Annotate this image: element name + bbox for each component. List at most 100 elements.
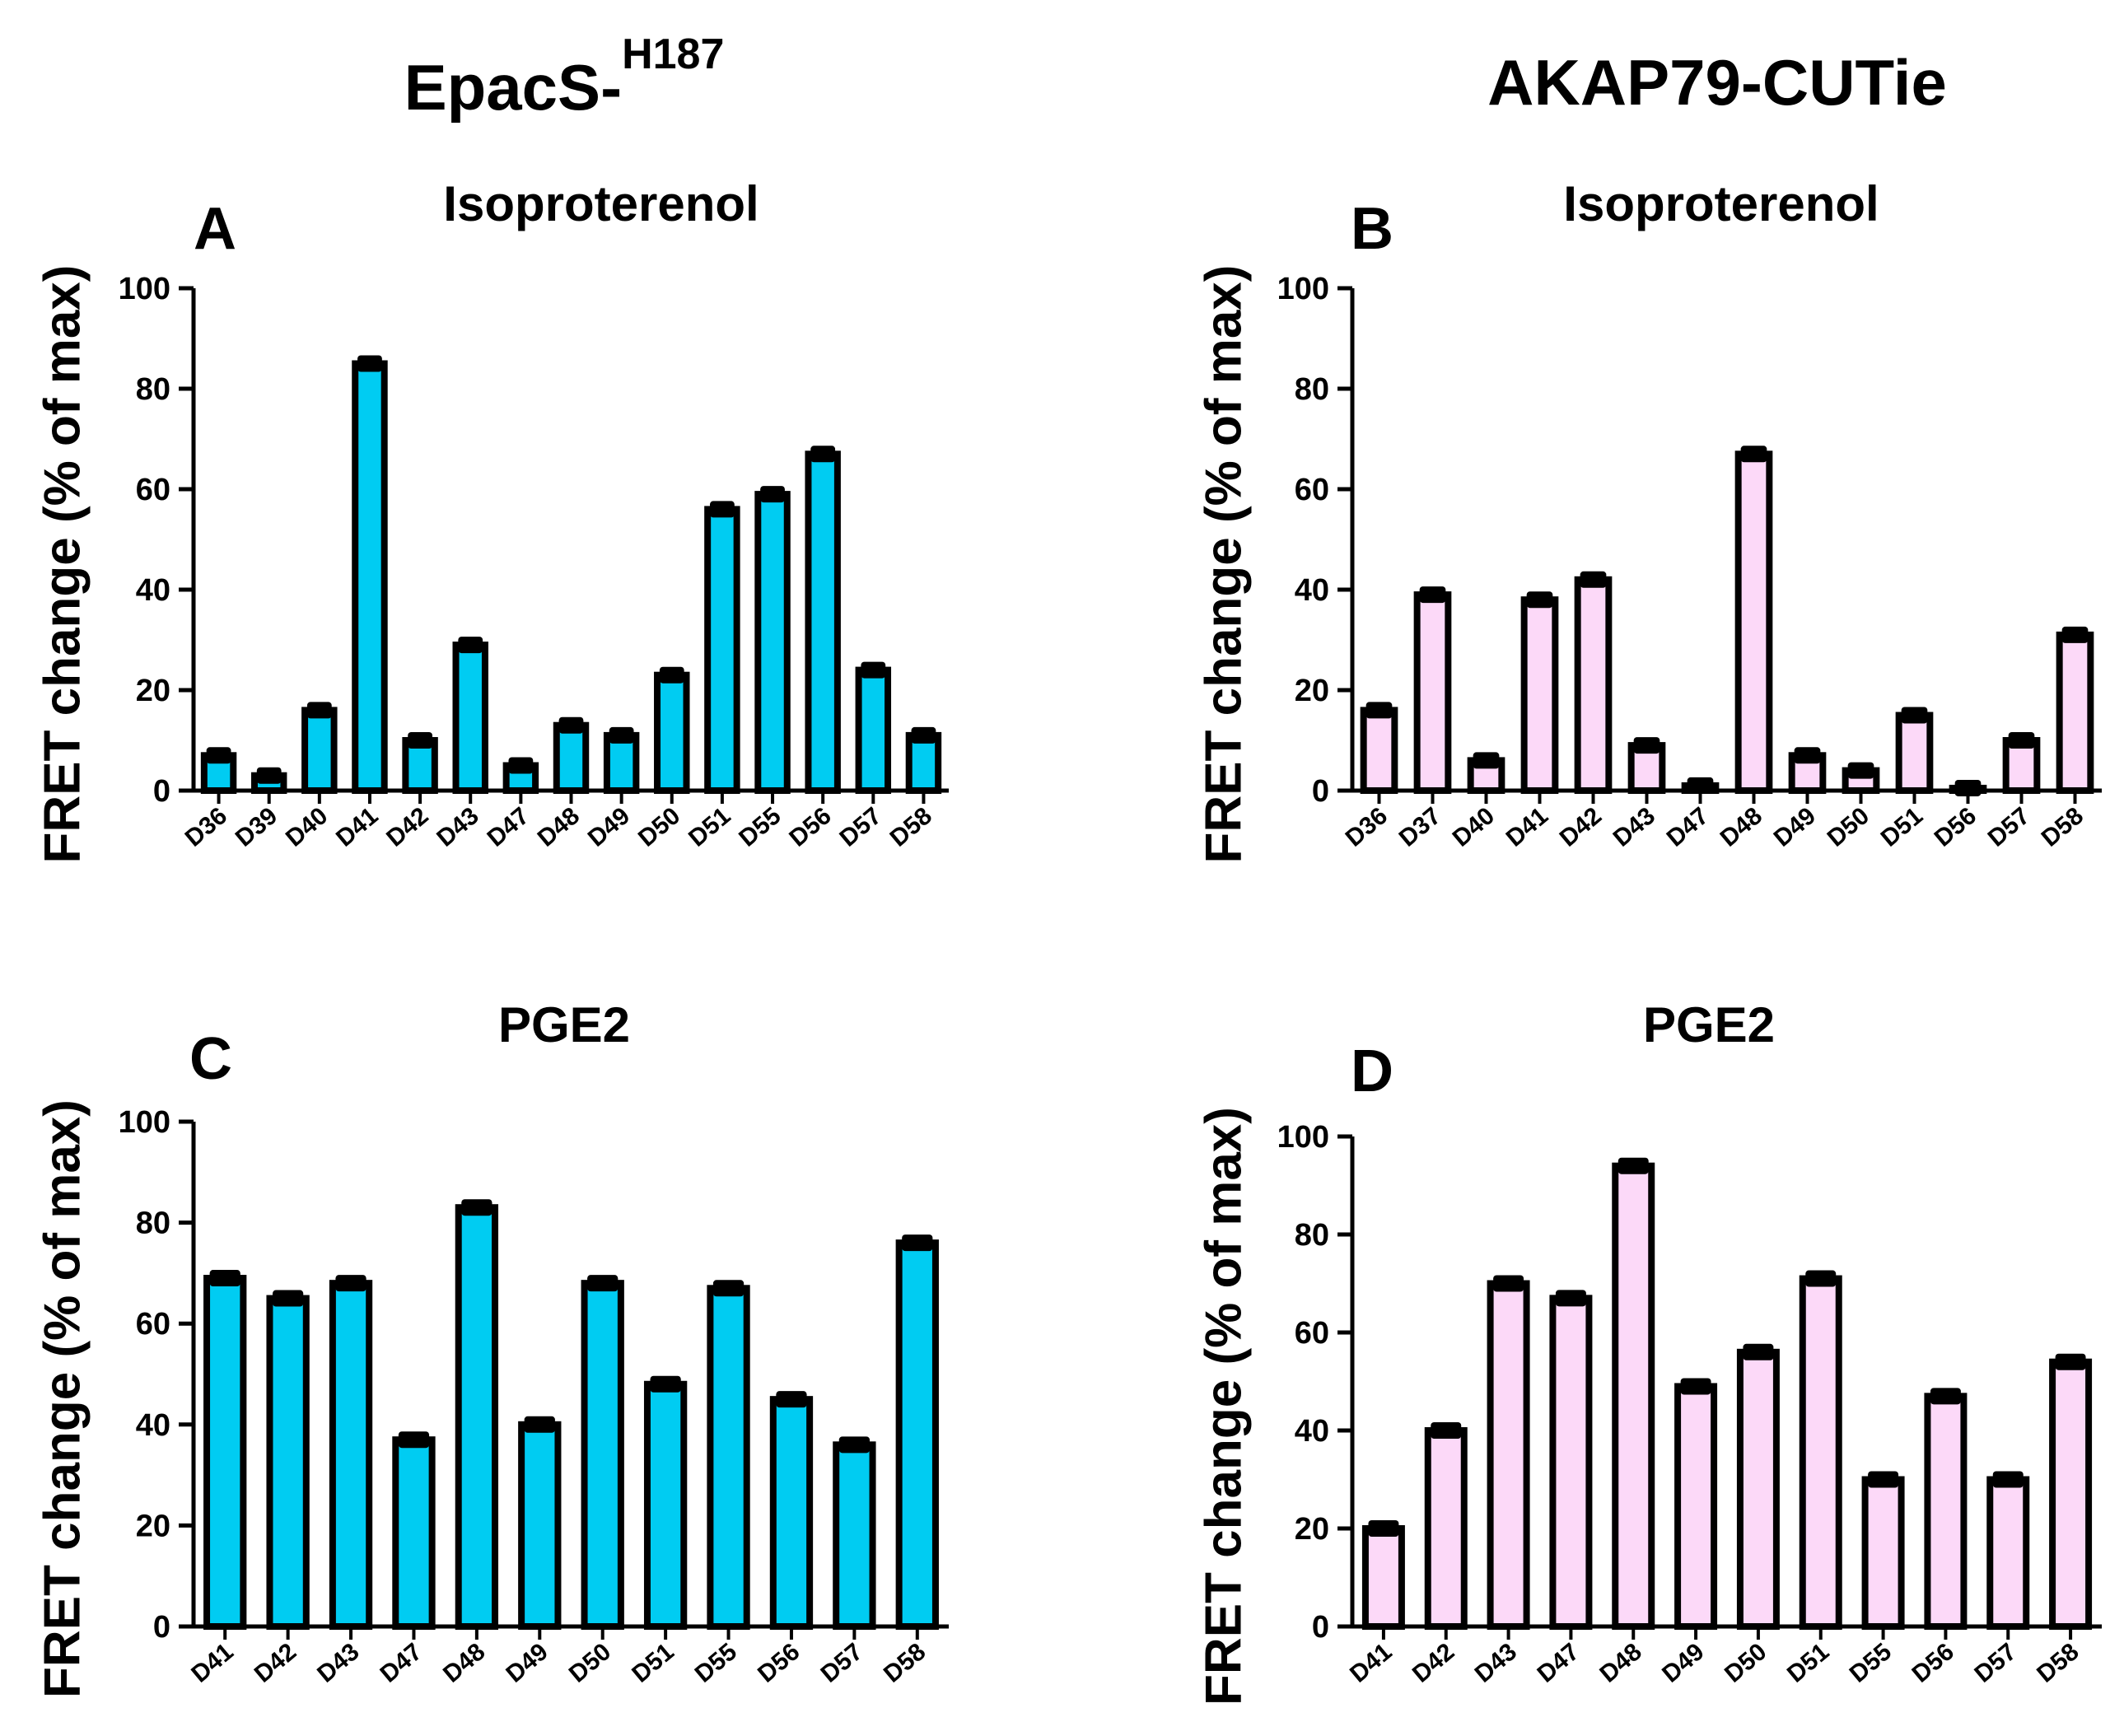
chart-b-bar-cap [1687,777,1714,794]
chart-c-bar [833,1441,876,1630]
chart-b-bar [1734,450,1773,794]
column-title-left-main: EpacS- [404,51,622,124]
chart-b-bar-cap [1954,779,1982,796]
chart-d-bar-cap [1555,1290,1586,1307]
chart-d-bar-cap [1868,1471,1899,1488]
chart-a-bar-cap [810,446,836,463]
chart-d-bar [1674,1383,1718,1630]
chart-a-bar [352,360,388,794]
chart-d-bar-cap [1930,1388,1961,1405]
chart-c-bar [643,1380,688,1630]
chart-a-x-tick-label: D36 [180,802,232,852]
chart-b-x-tick-label: D37 [1394,802,1446,852]
chart-a-x-tick-label: D40 [281,802,333,852]
chart-a-x-tick-label: D39 [231,802,282,852]
chart-d-x-tick-label: D51 [1782,1638,1834,1688]
chart-b-title: Isoproterenol [1563,176,1879,231]
chart-a-y-tick-label: 20 [136,674,170,708]
column-title-right: AKAP79-CUTie [1487,46,1947,119]
chart-b-bar [1360,707,1398,795]
chart-a-y-tick-label: 80 [136,372,170,407]
chart-d-bar-cap [1743,1343,1774,1360]
chart-c-x-tick-label: D48 [438,1638,490,1688]
chart-b-x-tick-label: D41 [1501,802,1553,852]
chart-c: C PGE2 FRET change (% of max) 0 20 40 60 80 100 D… [34,997,949,1698]
chart-b-x-tick-label: D36 [1341,802,1393,852]
chart-d-x-tick-label: D43 [1470,1638,1522,1688]
chart-b-bar [2056,631,2094,795]
chart-b-bar-cap [1847,762,1874,779]
chart-a-x-tick-label: D43 [432,802,483,852]
chart-b: B Isoproterenol FRET change (% of max) 0 20 4… [1195,176,2102,863]
chart-a-y-axis-label: FRET change (% of max) [34,265,91,864]
chart-a-x-tick-label: D42 [381,802,433,852]
chart-c-bar [392,1436,436,1630]
chart-a-bar-cap [306,702,332,719]
chart-a-bar [452,642,488,794]
chart-c-y-tick-label: 60 [136,1307,170,1342]
chart-d-bar [1736,1348,1780,1631]
chart-b-bar-cap [2008,732,2035,749]
chart-b-y-tick-label: 0 [1312,774,1329,809]
chart-c-bar-cap [776,1391,807,1408]
chart-d-bar-cap [2055,1353,2086,1370]
chart-b-bar-cap [1901,707,1928,724]
chart-a-title: Isoproterenol [443,176,759,231]
chart-a-bar-cap [609,726,634,744]
chart-c-x-tick-label: D49 [501,1638,553,1688]
chart-c-x-tick-label: D57 [815,1638,867,1688]
chart-d-bar-cap [1618,1157,1649,1174]
chart-c-bar [455,1204,499,1630]
chart-d-y-tick-label: 80 [1295,1218,1329,1253]
chart-b-x-tick-label: D50 [1823,802,1874,852]
chart-b-x-tick-label: D49 [1769,802,1821,852]
chart-a-y-tick-label: 100 [119,272,170,306]
chart-a-x-tick-label: D57 [834,802,886,852]
chart-d-bar [2049,1358,2093,1630]
chart-c-bar-cap [209,1270,240,1287]
chart-a-x-tick-label: D56 [784,802,836,852]
chart-c-bar-cap [838,1436,870,1454]
chart-d-bar [1861,1476,1905,1630]
chart-b-bar [1413,591,1452,794]
chart-a-x-tick-label: D49 [583,802,635,852]
chart-a: A Isoproterenol FRET change (% of max) 0 20 4… [34,176,949,863]
chart-d-bar [1986,1476,2030,1630]
chart-a-bar-cap [458,637,483,654]
chart-d-bar-cap [1493,1275,1524,1292]
chart-a-bar-cap [911,726,936,744]
chart-d-y-tick-label: 20 [1295,1512,1329,1547]
chart-a-x-tick-label: D47 [482,802,534,852]
chart-d-x-tick-label: D58 [2032,1638,2084,1688]
chart-b-y-tick-label: 20 [1295,674,1329,708]
chart-d-bar [1487,1280,1530,1630]
chart-a-y-tick-label: 60 [136,473,170,507]
chart-d-bar-cap [1431,1422,1462,1439]
chart-d-bar-cap [1805,1270,1837,1287]
chart-d-bar [1799,1275,1842,1631]
chart-a-bar-cap [256,767,282,784]
chart-d-x-tick-label: D48 [1594,1638,1646,1688]
chart-c-y-tick-label: 20 [136,1509,170,1543]
chart-a-bar-cap [558,716,584,734]
chart-c-bar [895,1239,939,1630]
chart-d-bar [1612,1162,1655,1630]
chart-c-x-tick-label: D43 [312,1638,364,1688]
chart-d-panel-letter: D [1351,1038,1393,1104]
chart-c-bar-cap [461,1199,492,1216]
chart-d-x-tick-label: D50 [1720,1638,1772,1688]
chart-c-bar [266,1295,310,1631]
chart-a-x-tick-label: D48 [533,802,585,852]
chart-b-x-tick-label: D48 [1716,802,1767,852]
chart-a-bar [603,731,640,795]
chart-d-x-tick-label: D41 [1345,1638,1397,1688]
chart-a-bar-cap [408,732,432,749]
chart-d-y-tick-label: 100 [1277,1120,1329,1155]
chart-a-x-tick-label: D58 [885,802,937,852]
chart-b-bar-cap [1740,446,1767,463]
chart-c-y-tick-label: 80 [136,1206,170,1241]
chart-d-x-tick-label: D42 [1407,1638,1459,1688]
chart-c-x-tick-label: D51 [627,1638,679,1688]
chart-b-bar [1574,576,1613,794]
chart-b-y-tick-label: 100 [1277,272,1329,306]
